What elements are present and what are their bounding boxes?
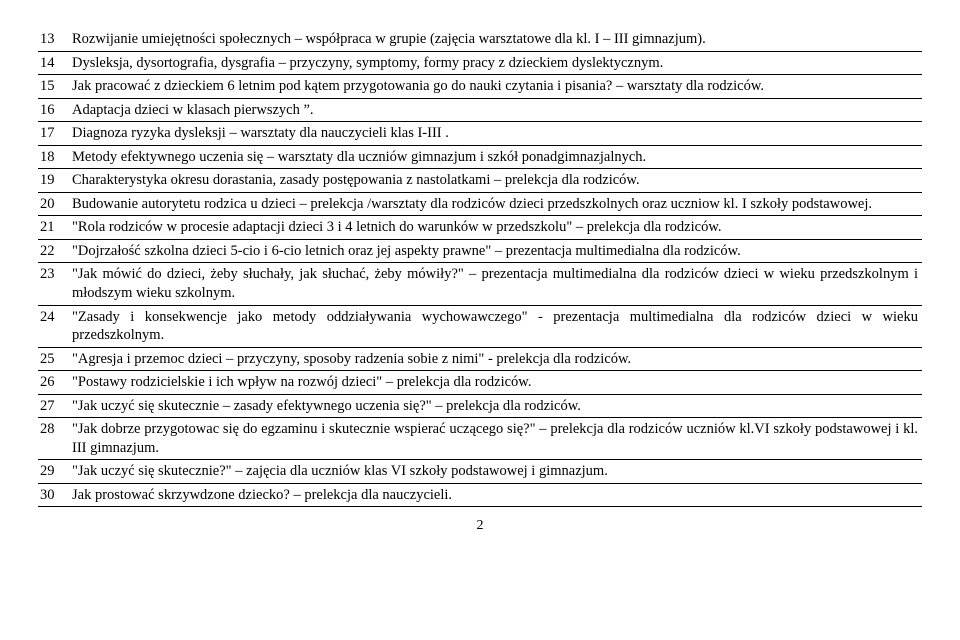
table-row: 15Jak pracować z dzieckiem 6 letnim pod … xyxy=(38,75,922,99)
table-row: 29"Jak uczyć się skutecznie?" – zajęcia … xyxy=(38,460,922,484)
row-number: 30 xyxy=(38,483,70,507)
row-text: Jak pracować z dzieckiem 6 letnim pod ką… xyxy=(70,75,922,99)
table-row: 21"Rola rodziców w procesie adaptacji dz… xyxy=(38,216,922,240)
table-row: 20Budowanie autorytetu rodzica u dzieci … xyxy=(38,192,922,216)
row-text: "Agresja i przemoc dzieci – przyczyny, s… xyxy=(70,347,922,371)
row-text: "Dojrzałość szkolna dzieci 5-cio i 6-cio… xyxy=(70,239,922,263)
table-row: 23"Jak mówić do dzieci, żeby słuchały, j… xyxy=(38,263,922,305)
row-text: Rozwijanie umiejętności społecznych – ws… xyxy=(70,28,922,51)
table-row: 16Adaptacja dzieci w klasach pierwszych … xyxy=(38,98,922,122)
row-text: "Zasady i konsekwencje jako metody oddzi… xyxy=(70,305,922,347)
row-text: Charakterystyka okresu dorastania, zasad… xyxy=(70,169,922,193)
row-text: "Rola rodziców w procesie adaptacji dzie… xyxy=(70,216,922,240)
row-text: "Jak uczyć się skutecznie?" – zajęcia dl… xyxy=(70,460,922,484)
table-row: 27"Jak uczyć się skutecznie – zasady efe… xyxy=(38,394,922,418)
row-number: 17 xyxy=(38,122,70,146)
row-number: 21 xyxy=(38,216,70,240)
row-number: 24 xyxy=(38,305,70,347)
row-text: Diagnoza ryzyka dysleksji – warsztaty dl… xyxy=(70,122,922,146)
table-row: 13Rozwijanie umiejętności społecznych – … xyxy=(38,28,922,51)
row-number: 27 xyxy=(38,394,70,418)
row-text: Jak prostować skrzywdzone dziecko? – pre… xyxy=(70,483,922,507)
table-row: 30Jak prostować skrzywdzone dziecko? – p… xyxy=(38,483,922,507)
row-text: Dysleksja, dysortografia, dysgrafia – pr… xyxy=(70,51,922,75)
page-number: 2 xyxy=(38,517,922,535)
table-row: 14Dysleksja, dysortografia, dysgrafia – … xyxy=(38,51,922,75)
row-text: "Jak mówić do dzieci, żeby słuchały, jak… xyxy=(70,263,922,305)
table-row: 26"Postawy rodzicielskie i ich wpływ na … xyxy=(38,371,922,395)
row-number: 14 xyxy=(38,51,70,75)
row-number: 16 xyxy=(38,98,70,122)
table-row: 18Metody efektywnego uczenia się – warsz… xyxy=(38,145,922,169)
table-row: 22"Dojrzałość szkolna dzieci 5-cio i 6-c… xyxy=(38,239,922,263)
row-number: 13 xyxy=(38,28,70,51)
topics-table: 13Rozwijanie umiejętności społecznych – … xyxy=(38,28,922,507)
row-text: "Postawy rodzicielskie i ich wpływ na ro… xyxy=(70,371,922,395)
table-row: 17Diagnoza ryzyka dysleksji – warsztaty … xyxy=(38,122,922,146)
row-text: Adaptacja dzieci w klasach pierwszych ”. xyxy=(70,98,922,122)
row-number: 18 xyxy=(38,145,70,169)
row-number: 15 xyxy=(38,75,70,99)
row-number: 26 xyxy=(38,371,70,395)
table-row: 25"Agresja i przemoc dzieci – przyczyny,… xyxy=(38,347,922,371)
row-number: 29 xyxy=(38,460,70,484)
row-text: Metody efektywnego uczenia się – warszta… xyxy=(70,145,922,169)
table-row: 28"Jak dobrze przygotowac się do egzamin… xyxy=(38,418,922,460)
row-text: "Jak uczyć się skutecznie – zasady efekt… xyxy=(70,394,922,418)
table-row: 24"Zasady i konsekwencje jako metody odd… xyxy=(38,305,922,347)
row-number: 28 xyxy=(38,418,70,460)
row-number: 20 xyxy=(38,192,70,216)
row-text: "Jak dobrze przygotowac się do egzaminu … xyxy=(70,418,922,460)
row-number: 19 xyxy=(38,169,70,193)
row-number: 25 xyxy=(38,347,70,371)
row-number: 23 xyxy=(38,263,70,305)
row-text: Budowanie autorytetu rodzica u dzieci – … xyxy=(70,192,922,216)
row-number: 22 xyxy=(38,239,70,263)
table-row: 19Charakterystyka okresu dorastania, zas… xyxy=(38,169,922,193)
